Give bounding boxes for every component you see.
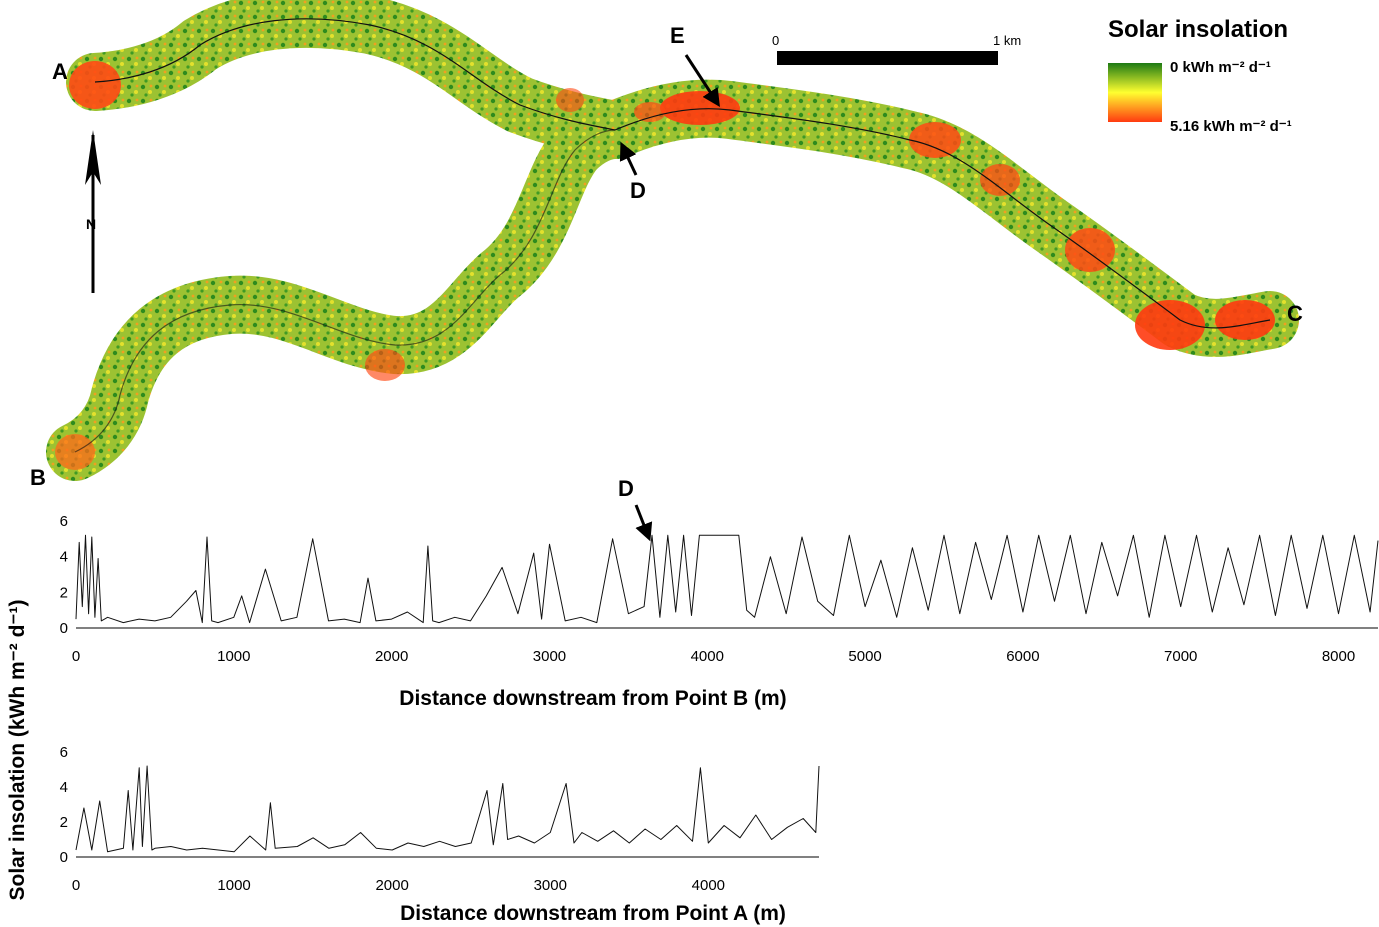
y-tick-label: 4	[60, 549, 68, 566]
series-group	[75, 534, 1379, 624]
point-label-d: D	[630, 178, 646, 203]
point-label-c: C	[1287, 301, 1303, 326]
x-tick-label: 2000	[375, 877, 408, 894]
annotation-d: D	[618, 476, 634, 501]
x-ticks: 0 1000 2000 3000 4000	[72, 877, 725, 894]
x-tick-label: 4000	[692, 877, 725, 894]
legend-color-ramp	[1108, 63, 1162, 122]
x-axis-label: Distance downstream from Point A (m)	[400, 902, 786, 925]
chart-point-a: 0 2 4 6 0 1000 2000 3000 4000 Distance downstre…	[60, 744, 820, 925]
arrow-d	[619, 141, 638, 176]
channel-b	[74, 129, 616, 453]
y-ticks: 0 2 4 6	[60, 513, 68, 637]
high-insolation-patches	[55, 61, 1275, 470]
shared-y-axis-label: Solar insolation (kWh m⁻² d⁻¹)	[6, 600, 29, 901]
x-tick-label: 5000	[848, 648, 881, 665]
x-tick-label: 6000	[1006, 648, 1039, 665]
point-label-a: A	[52, 59, 68, 84]
series-line	[75, 765, 820, 853]
y-tick-label: 2	[60, 814, 68, 831]
x-tick-label: 1000	[217, 877, 250, 894]
y-tick-label: 4	[60, 779, 68, 796]
y-tick-label: 6	[60, 744, 68, 761]
point-label-e: E	[670, 23, 685, 48]
legend: Solar insolation 0 kWh m⁻² d⁻¹ 5.16 kWh …	[1108, 16, 1292, 135]
legend-high-label: 5.16 kWh m⁻² d⁻¹	[1170, 118, 1292, 135]
y-tick-label: 2	[60, 584, 68, 601]
legend-title: Solar insolation	[1108, 16, 1288, 43]
x-tick-label: 2000	[375, 648, 408, 665]
channel-a	[94, 18, 616, 131]
north-arrow-icon: N	[85, 130, 101, 293]
point-label-b: B	[30, 465, 46, 490]
insolation-map: A B C D E N 0 1 km Solar insolation 0 kW…	[30, 0, 1303, 490]
annotation-arrow	[634, 504, 653, 542]
scale-start-label: 0	[772, 33, 779, 48]
x-tick-label: 1000	[217, 648, 250, 665]
legend-low-label: 0 kWh m⁻² d⁻¹	[1170, 59, 1271, 76]
y-ticks: 0 2 4 6	[60, 744, 68, 866]
stream-buffer-a	[66, 0, 644, 159]
y-tick-label: 0	[60, 620, 68, 637]
scale-end-label: 1 km	[993, 33, 1021, 48]
series-group	[75, 765, 820, 853]
y-tick-label: 0	[60, 849, 68, 866]
x-tick-label: 8000	[1322, 648, 1355, 665]
x-tick-label: 0	[72, 877, 80, 894]
arrow-e	[684, 54, 720, 108]
scale-bar: 0 1 km	[772, 33, 1021, 65]
north-label: N	[86, 216, 96, 232]
y-tick-label: 6	[60, 513, 68, 530]
x-tick-label: 0	[72, 648, 80, 665]
channel-c	[614, 108, 1271, 329]
stream-buffer-b	[46, 101, 644, 481]
series-line	[75, 534, 1379, 624]
x-tick-label: 4000	[691, 648, 724, 665]
chart-point-b: 0 2 4 6 0 1000 2000 3000 4000 5000 6000 7000 8000 D…	[60, 476, 1379, 710]
x-tick-label: 3000	[533, 648, 566, 665]
x-tick-label: 7000	[1164, 648, 1197, 665]
x-ticks: 0 1000 2000 3000 4000 5000 6000 7000 8000	[72, 648, 1355, 665]
x-axis-label: Distance downstream from Point B (m)	[399, 687, 786, 710]
x-tick-label: 3000	[534, 877, 567, 894]
